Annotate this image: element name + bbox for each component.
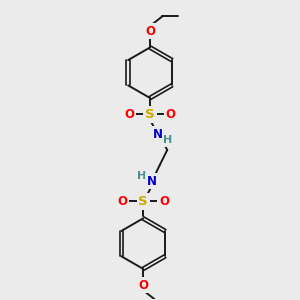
Text: O: O	[159, 195, 169, 208]
Text: H: H	[137, 171, 147, 181]
Text: O: O	[138, 279, 148, 292]
Text: H: H	[163, 135, 172, 145]
Text: O: O	[145, 25, 155, 38]
Text: N: N	[146, 175, 157, 188]
Text: O: O	[117, 195, 128, 208]
Text: O: O	[124, 108, 134, 121]
Text: N: N	[153, 128, 163, 141]
Text: O: O	[166, 108, 176, 121]
Text: S: S	[145, 108, 155, 121]
Text: S: S	[138, 195, 148, 208]
